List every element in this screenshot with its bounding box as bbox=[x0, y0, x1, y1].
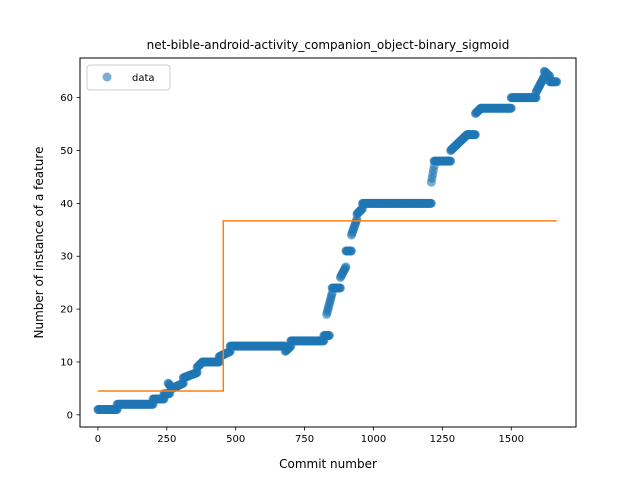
y-tick-label: 0 bbox=[67, 410, 73, 421]
data-point bbox=[552, 77, 562, 87]
x-tick-label: 500 bbox=[226, 434, 245, 445]
data-point bbox=[446, 156, 456, 166]
x-tick-label: 0 bbox=[95, 434, 101, 445]
data-point bbox=[470, 130, 480, 140]
y-tick-label: 20 bbox=[60, 305, 73, 316]
legend-marker-data bbox=[102, 72, 112, 82]
x-tick-label: 1000 bbox=[361, 434, 386, 445]
x-tick-label: 250 bbox=[157, 434, 176, 445]
y-tick-label: 40 bbox=[60, 199, 73, 210]
y-axis-label: Number of instance of a feature bbox=[32, 147, 46, 339]
y-tick-label: 60 bbox=[60, 93, 73, 104]
data-point bbox=[346, 246, 356, 256]
legend-label-data: data bbox=[132, 73, 155, 84]
plot-frame bbox=[79, 57, 577, 428]
y-axis: 0 10 20 30 40 50 60 bbox=[60, 93, 80, 421]
data-point bbox=[324, 331, 334, 341]
data-point bbox=[335, 283, 345, 293]
y-tick-label: 30 bbox=[60, 252, 73, 263]
plot-area bbox=[93, 66, 562, 415]
x-axis: 0 250 500 750 1000 1250 1500 bbox=[95, 427, 524, 445]
x-axis-label: Commit number bbox=[279, 457, 377, 471]
y-tick-label: 50 bbox=[60, 146, 73, 157]
fit-line bbox=[97, 220, 557, 392]
legend-frame bbox=[86, 64, 171, 91]
legend: data bbox=[86, 64, 171, 91]
chart-title: net-bible-android-activity_companion_obj… bbox=[147, 38, 510, 52]
data-point bbox=[341, 262, 351, 272]
data-point bbox=[506, 103, 516, 113]
x-tick-label: 750 bbox=[295, 434, 314, 445]
data-point bbox=[426, 198, 436, 208]
y-tick-label: 10 bbox=[60, 357, 73, 368]
x-tick-label: 1250 bbox=[430, 434, 455, 445]
x-tick-label: 1500 bbox=[499, 434, 524, 445]
